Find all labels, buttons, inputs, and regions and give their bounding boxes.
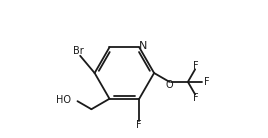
Text: N: N xyxy=(139,41,147,51)
Text: HO: HO xyxy=(56,95,71,105)
Text: Br: Br xyxy=(73,46,84,56)
Text: F: F xyxy=(193,93,199,103)
Text: F: F xyxy=(204,77,209,87)
Text: F: F xyxy=(193,61,199,71)
Text: F: F xyxy=(136,120,142,130)
Text: O: O xyxy=(166,80,173,90)
